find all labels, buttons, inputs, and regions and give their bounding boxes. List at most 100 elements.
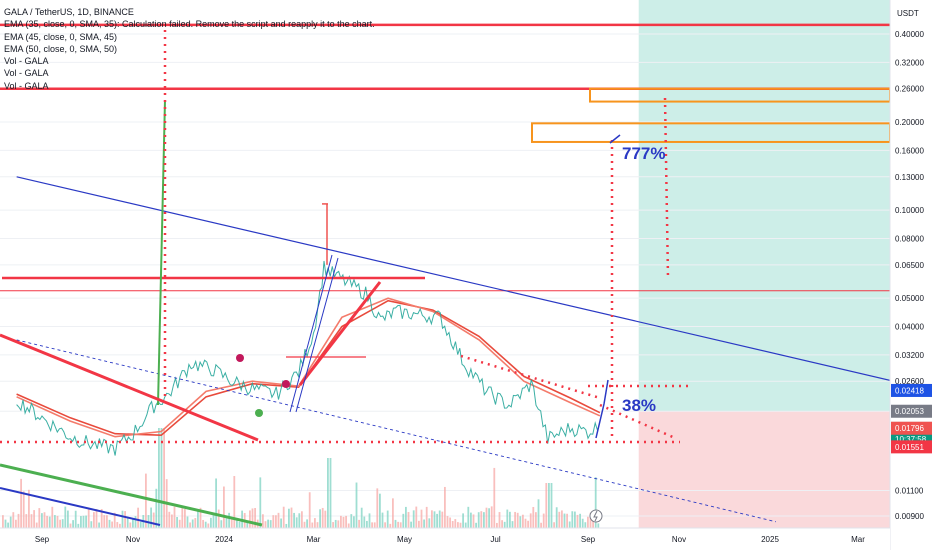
volume-bar <box>35 522 38 528</box>
x-tick-label: 2025 <box>761 535 779 544</box>
volume-bar <box>69 523 72 528</box>
volume-bar <box>527 520 529 528</box>
volume-bar <box>272 515 275 528</box>
price-tag-label: 0.01796 <box>895 424 924 433</box>
volume-bar <box>132 518 134 528</box>
trendline-lower-dashed[interactable] <box>16 339 777 523</box>
volume-bar <box>189 522 191 528</box>
volume-bar <box>407 512 410 528</box>
legend-ema50[interactable]: EMA (50, close, 0, SMA, 50) <box>4 43 118 54</box>
volume-bar <box>191 519 194 528</box>
dotted-trend-down[interactable] <box>460 354 601 400</box>
legend-vol-3[interactable]: Vol - GALA <box>4 80 49 91</box>
red-downtrend-line[interactable] <box>0 333 259 442</box>
price-tag[interactable] <box>891 421 932 435</box>
volume-bar <box>207 523 210 528</box>
trendline-bottom-blue[interactable] <box>0 487 161 526</box>
volume-bar <box>212 515 215 528</box>
volume-bar <box>410 521 412 528</box>
volume-bar <box>571 511 574 528</box>
volume-bar <box>150 507 152 528</box>
volume-bar <box>561 510 563 528</box>
volume-bar <box>9 516 12 528</box>
volume-bar <box>524 518 527 528</box>
blue-channel-right[interactable] <box>295 257 339 413</box>
legend-vol-1[interactable]: Vol - GALA <box>4 56 49 67</box>
volume-bar <box>316 522 319 528</box>
red-uptrend-line[interactable] <box>298 281 382 386</box>
volume-bar <box>584 522 587 528</box>
volume-bar <box>223 486 225 528</box>
volume-bar <box>306 519 308 528</box>
price-axis[interactable] <box>890 0 932 550</box>
volume-bar <box>264 521 267 528</box>
position-loss-zone[interactable] <box>638 411 890 528</box>
legend-title[interactable]: GALA / TetherUS, 1D, BINANCE <box>4 7 134 17</box>
volume-bar <box>98 522 100 528</box>
volume-bar <box>477 512 480 528</box>
volume-bar <box>290 507 293 528</box>
price-tag[interactable] <box>891 404 932 418</box>
volume-bar <box>371 522 373 528</box>
volume-bar <box>366 520 368 528</box>
volume-bar <box>324 510 327 528</box>
volume-bar <box>360 507 363 528</box>
volume-bar <box>74 510 77 528</box>
blue-arrow-small[interactable] <box>595 379 609 439</box>
volume-bar <box>563 513 566 528</box>
volume-bar <box>480 511 483 528</box>
volume-bar <box>25 514 28 528</box>
price-line[interactable] <box>16 260 598 456</box>
volume-bar <box>402 513 405 528</box>
volume-bar <box>483 512 485 528</box>
volume-bar <box>308 492 311 528</box>
volume-bar <box>332 522 334 528</box>
volume-bar <box>490 506 493 528</box>
volume-bar <box>194 518 197 528</box>
volume-bar <box>119 523 121 528</box>
vol-layer <box>2 428 600 528</box>
trendline-upper[interactable] <box>16 176 905 385</box>
volume-bar <box>56 515 59 528</box>
volume-bar <box>501 520 503 528</box>
volume-bar <box>550 483 553 528</box>
volume-bar <box>454 519 457 528</box>
legend-ema35[interactable]: EMA (35, close, 0, SMA, 35): Calculation… <box>4 19 375 30</box>
annotation-gain-target[interactable]: 777% <box>622 144 665 163</box>
volume-bar <box>100 509 103 528</box>
countdown-label: 10:37:58 <box>895 435 927 444</box>
volume-bar <box>592 520 594 528</box>
x-tick-label: Sep <box>581 535 596 544</box>
price-tag[interactable] <box>891 383 932 397</box>
volume-bar <box>262 514 264 528</box>
green-trendline[interactable] <box>0 463 263 527</box>
volume-bar <box>496 522 498 528</box>
position-profit-zone[interactable] <box>638 0 890 412</box>
blue-arrow-target[interactable] <box>609 134 621 144</box>
volume-bar <box>516 512 519 528</box>
volume-bar <box>181 507 184 528</box>
time-axis[interactable] <box>0 528 890 550</box>
volume-bar <box>184 509 186 528</box>
ema45-line[interactable] <box>16 297 601 438</box>
price-tag[interactable] <box>891 440 932 454</box>
chart-legend: GALA / TetherUS, 1D, BINANCE EMA (35, cl… <box>4 6 375 92</box>
volume-bar <box>22 491 25 528</box>
blue-channel-left[interactable] <box>289 254 333 413</box>
annotation-gain-current[interactable]: 38% <box>622 396 656 415</box>
volume-bar <box>574 511 576 528</box>
volume-bar <box>594 477 597 528</box>
volume-bar <box>93 512 95 528</box>
lightning-icon[interactable] <box>589 509 603 523</box>
volume-bar <box>155 488 158 528</box>
volume-bar <box>61 519 64 528</box>
volume-bar <box>428 518 431 528</box>
legend-ema45[interactable]: EMA (45, close, 0, SMA, 45) <box>4 31 118 42</box>
volume-bar <box>59 519 61 528</box>
volume-bar <box>298 513 301 528</box>
legend-vol-2[interactable]: Vol - GALA <box>4 68 49 79</box>
volume-bar <box>254 508 256 528</box>
volume-bar <box>389 523 392 528</box>
